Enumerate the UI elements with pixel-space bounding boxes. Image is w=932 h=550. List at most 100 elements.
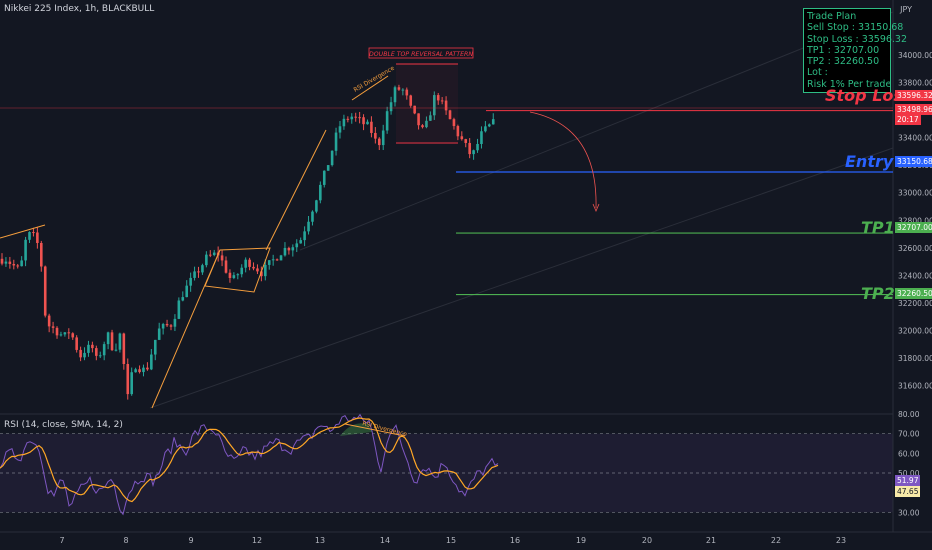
tp1-label: TP1 xyxy=(861,218,895,237)
candle-body xyxy=(322,170,326,185)
candle-body xyxy=(460,136,464,140)
candle-body xyxy=(385,111,389,131)
price-axis-tick: 33400.00 xyxy=(898,134,932,143)
candle-body xyxy=(193,271,196,278)
candle-body xyxy=(468,142,471,155)
candle-body xyxy=(448,110,452,120)
candle-body xyxy=(444,100,448,111)
candle-body xyxy=(319,184,322,201)
candle-body xyxy=(295,243,299,248)
candle-body xyxy=(95,348,98,356)
candle-body xyxy=(393,87,397,103)
time-axis-tick: 14 xyxy=(380,536,390,545)
candle-body xyxy=(197,271,200,273)
candle-body xyxy=(43,266,47,316)
candle-body xyxy=(456,126,460,137)
time-axis-tick: 15 xyxy=(446,536,456,545)
candle-body xyxy=(452,119,456,127)
candle-body xyxy=(205,254,208,266)
candle-body xyxy=(83,352,86,358)
candle-body xyxy=(275,259,279,261)
time-axis-tick: 12 xyxy=(252,536,262,545)
candle-body xyxy=(264,264,267,277)
countdown-tag: 20:17 xyxy=(895,114,921,125)
candle-body xyxy=(28,232,31,240)
price-axis-tick: 31600.00 xyxy=(898,381,932,390)
candle-body xyxy=(326,165,330,171)
candle-body xyxy=(8,261,12,265)
candle-body xyxy=(67,332,71,334)
candle-body xyxy=(59,334,63,336)
candle-body xyxy=(208,254,212,256)
candle-body xyxy=(472,150,475,155)
candle-body xyxy=(267,260,271,265)
candle-body xyxy=(87,344,90,353)
candle-body xyxy=(157,328,161,340)
candle-body xyxy=(389,102,393,112)
rsi-overbought-fill xyxy=(340,423,372,436)
candle-body xyxy=(291,247,295,251)
projection-arrow xyxy=(529,111,597,209)
candle-body xyxy=(342,118,346,127)
candle-body xyxy=(4,261,8,264)
candle-body xyxy=(480,131,483,144)
candle-body xyxy=(440,100,444,102)
candle-body xyxy=(346,118,350,120)
candle-body xyxy=(283,247,287,256)
candle-body xyxy=(20,260,23,267)
candle-body xyxy=(79,349,82,358)
candle-body xyxy=(358,117,361,119)
candle-body xyxy=(433,95,436,116)
candle-body xyxy=(220,255,224,261)
candle-body xyxy=(212,252,216,256)
time-axis-tick: 9 xyxy=(188,536,193,545)
time-axis-tick: 20 xyxy=(642,536,652,545)
candle-body xyxy=(260,271,263,277)
candle-body xyxy=(24,239,27,261)
candle-body xyxy=(370,121,373,133)
candle-body xyxy=(381,130,385,146)
candle-body xyxy=(409,95,413,106)
candle-body xyxy=(421,125,424,128)
candle-body xyxy=(248,259,251,267)
candle-body xyxy=(0,258,4,264)
candle-body xyxy=(106,332,110,345)
stop-loss-price-tag: 33596.32 xyxy=(895,90,932,101)
candle-body xyxy=(228,272,232,278)
symbol-title: Nikkei 225 Index, 1h, BLACKBULL xyxy=(4,4,155,14)
candle-body xyxy=(354,116,357,118)
candle-body xyxy=(134,369,137,373)
time-axis-tick: 16 xyxy=(510,536,520,545)
candle-body xyxy=(189,277,192,286)
candle-body xyxy=(397,87,401,90)
time-axis-tick: 22 xyxy=(771,536,781,545)
price-axis-tick: 34000.00 xyxy=(898,51,932,60)
channel-line xyxy=(149,147,894,409)
flag-pattern xyxy=(204,247,271,293)
candle-body xyxy=(161,324,165,329)
candle-body xyxy=(232,275,236,278)
candle-body xyxy=(425,120,428,128)
candle-body xyxy=(413,105,416,114)
tp2-price-tag: 32260.50 xyxy=(895,288,932,299)
candle-body xyxy=(51,326,55,328)
candle-body xyxy=(114,349,118,351)
candle-body xyxy=(91,344,94,349)
trade-plan-line: Risk 1% Per trade xyxy=(807,78,892,90)
candle-body xyxy=(32,232,35,234)
candle-body xyxy=(118,333,122,350)
candle-body xyxy=(142,367,145,373)
candle-body xyxy=(307,221,310,232)
candle-body xyxy=(236,274,240,276)
candle-body xyxy=(122,333,126,364)
candle-body xyxy=(330,150,334,166)
candle-body xyxy=(436,95,440,101)
candle-body xyxy=(98,355,102,357)
candle-body xyxy=(153,339,157,355)
rsi-axis-tick: 80.00 xyxy=(898,410,920,419)
rsi-axis-tick: 50.00 xyxy=(898,469,920,478)
candle-body xyxy=(488,124,491,127)
candle-body xyxy=(377,138,381,146)
candle-body xyxy=(256,268,259,272)
